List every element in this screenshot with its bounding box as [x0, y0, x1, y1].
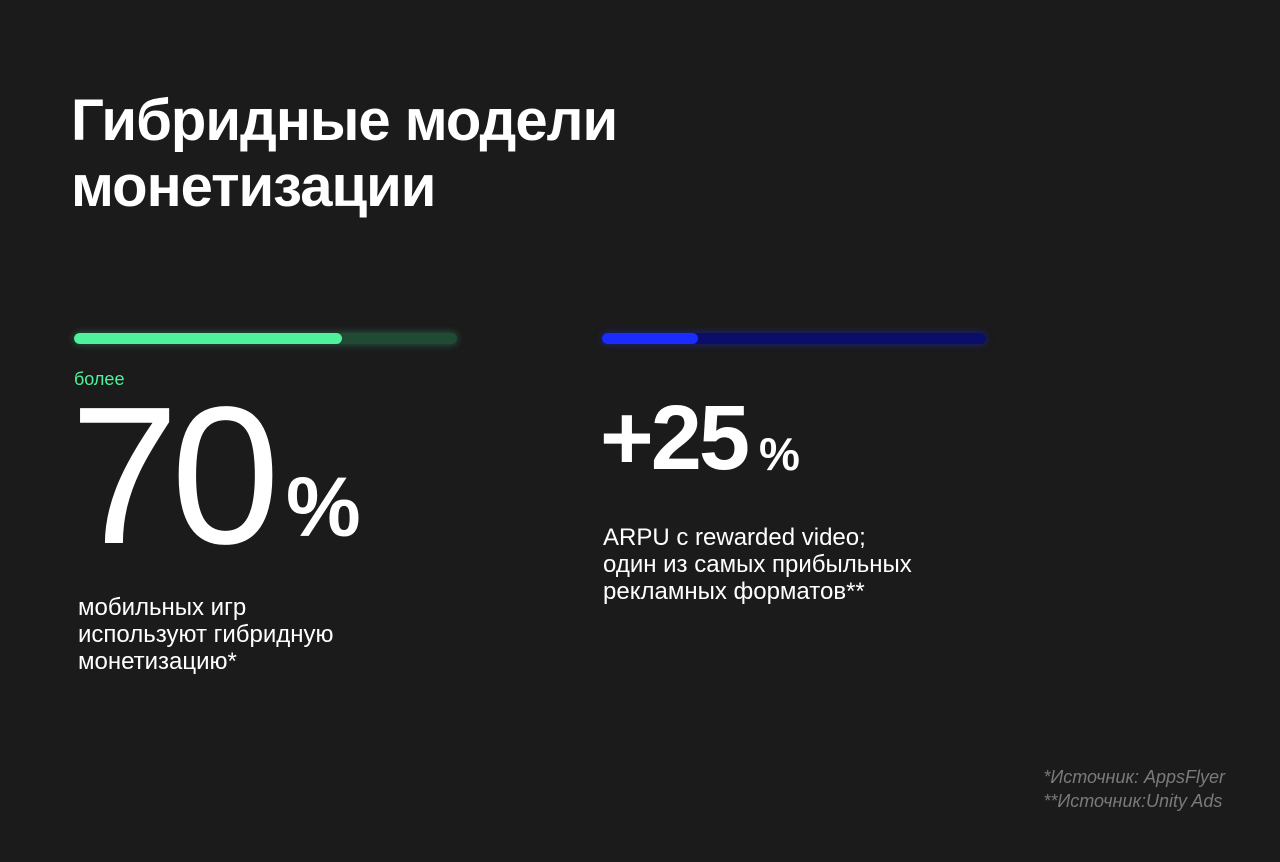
progress-bar-left [74, 333, 457, 344]
stat-right-description: ARPU с rewarded video; один из самых при… [603, 524, 1023, 605]
stat-left-description-line-1: мобильных игр [78, 594, 247, 621]
stat-right-description-line-3: рекламных форматов** [603, 578, 865, 605]
stat-left-value: 70 [70, 366, 280, 585]
sources-footnote: *Источник: AppsFlyer **Источник:Unity Ad… [1043, 765, 1225, 813]
source-2: **Источник:Unity Ads [1043, 791, 1223, 811]
slide-title-line-1: Гибридные модели [71, 88, 618, 153]
progress-bar-right-fill [602, 333, 698, 344]
slide-title-line-2: монетизации [71, 154, 436, 219]
stat-left-description: мобильных игр используют гибридную монет… [78, 594, 458, 675]
stat-left-description-line-3: монетизацию* [78, 648, 237, 675]
slide-title: Гибридные модели монетизации [71, 88, 771, 220]
stat-right-description-line-1: ARPU с rewarded video; [603, 524, 866, 551]
stat-right-description-line-2: один из самых прибыльных [603, 551, 912, 578]
stat-left-prefix: более [74, 369, 125, 389]
stat-right-unit: % [759, 428, 800, 480]
source-1: *Источник: AppsFlyer [1043, 767, 1225, 787]
progress-bar-left-fill [74, 333, 343, 344]
stat-left-description-line-2: используют гибридную [78, 621, 334, 648]
stat-left-unit: % [286, 460, 361, 554]
stat-right-value: +25 [600, 387, 750, 489]
progress-bar-right [602, 333, 986, 344]
